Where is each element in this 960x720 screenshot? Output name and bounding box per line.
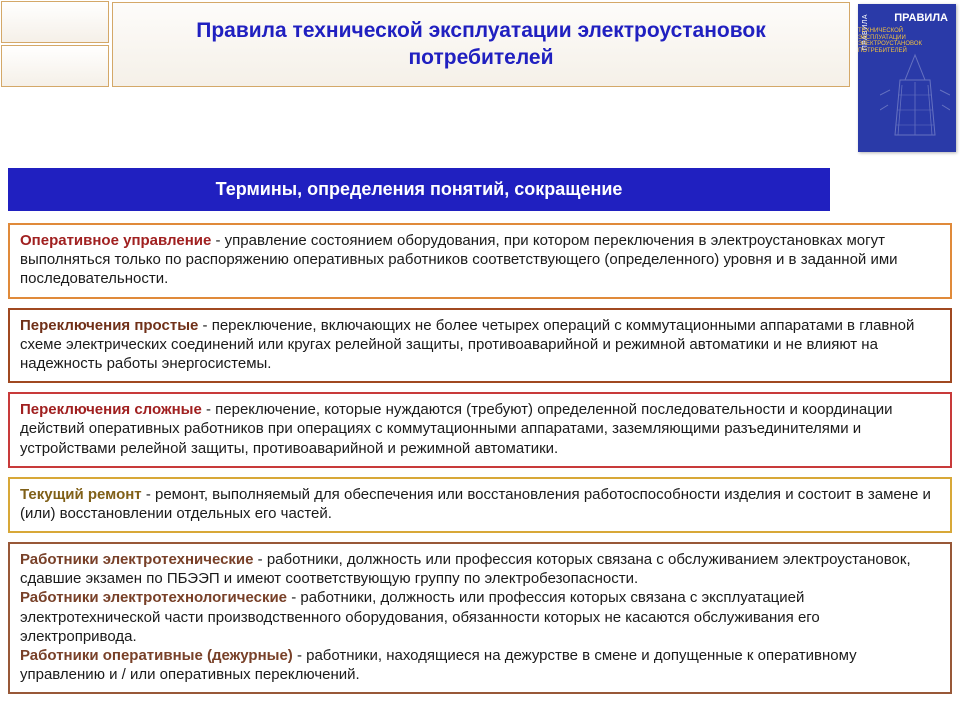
page-title: Правила технической эксплуатации электро… xyxy=(133,17,829,72)
definition-box-4: Работники электротехнические - работники… xyxy=(8,542,952,694)
book-cover-image: ПРАВИЛА ПРАВИЛА ТЕХНИЧЕСКОЙ ЭКСПЛУАТАЦИИ… xyxy=(858,4,956,152)
term: Работники электротехнологические xyxy=(20,589,287,606)
subtitle-bar: Термины, определения понятий, сокращение xyxy=(8,168,830,211)
book-tower-icon xyxy=(880,50,950,140)
term: Текущий ремонт xyxy=(20,486,142,503)
definition-box-0: Оперативное управление - управление сост… xyxy=(8,223,952,299)
definition-paragraph: Переключения простые - переключение, вкл… xyxy=(20,316,940,374)
term: Работники оперативные (дежурные) xyxy=(20,647,293,664)
definition-body: - ремонт, выполняемый для обеспечения ил… xyxy=(20,486,931,522)
definition-paragraph: Оперативное управление - управление сост… xyxy=(20,231,940,289)
book-title-text: ПРАВИЛА xyxy=(894,12,948,24)
left-empty-cells xyxy=(0,0,110,88)
header-row: Правила технической эксплуатации электро… xyxy=(0,0,960,152)
definition-paragraph: Работники оперативные (дежурные) - работ… xyxy=(20,646,940,684)
definition-paragraph: Текущий ремонт - ремонт, выполняемый для… xyxy=(20,485,940,523)
empty-cell-2 xyxy=(1,45,109,87)
definition-paragraph: Работники электротехнологические - работ… xyxy=(20,588,940,646)
title-box: Правила технической эксплуатации электро… xyxy=(112,2,850,87)
definition-box-2: Переключения сложные - переключение, кот… xyxy=(8,392,952,468)
term: Работники электротехнические xyxy=(20,551,254,568)
term: Переключения простые xyxy=(20,317,198,334)
definition-box-3: Текущий ремонт - ремонт, выполняемый для… xyxy=(8,477,952,533)
term: Переключения сложные xyxy=(20,401,202,418)
term: Оперативное управление xyxy=(20,232,211,249)
definition-paragraph: Переключения сложные - переключение, кот… xyxy=(20,400,940,458)
content-area: Оперативное управление - управление сост… xyxy=(0,217,960,694)
definition-paragraph: Работники электротехнические - работники… xyxy=(20,550,940,588)
definition-box-1: Переключения простые - переключение, вкл… xyxy=(8,308,952,384)
empty-cell-1 xyxy=(1,1,109,43)
